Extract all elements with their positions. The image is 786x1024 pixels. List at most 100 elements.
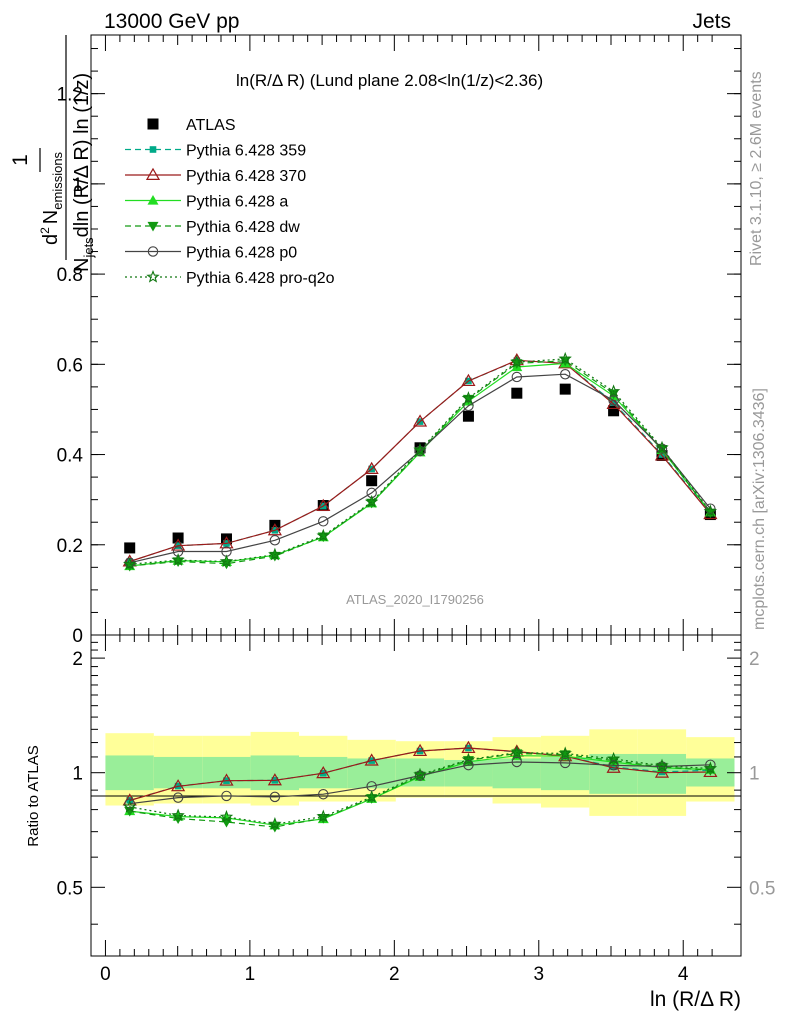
data-point-pq2o <box>655 440 669 454</box>
data-point-pq2o <box>219 554 234 568</box>
legend-label: Pythia 6.428 359 <box>186 143 306 160</box>
ratio-point-pq2o <box>510 745 524 759</box>
ratio-point-pq2o <box>558 746 572 760</box>
ratio-point-pp0 <box>318 788 329 800</box>
legend-marker-p370 <box>145 167 161 180</box>
ratio-series-group <box>122 740 718 833</box>
ratio-y-tick-label: 2 <box>72 649 83 670</box>
series-line-p370 <box>129 359 711 563</box>
ratio-point-p370 <box>461 740 476 754</box>
y-tick-label: 0.8 <box>57 265 83 286</box>
x-tick-label: 3 <box>533 964 544 985</box>
ratio-point-pq2o <box>122 799 137 813</box>
ratio-point-p359 <box>610 763 617 771</box>
ratio-point-p370 <box>316 765 331 779</box>
legend-item-pp0: Pythia 6.428 p0 <box>125 245 297 262</box>
data-point-pq2o <box>268 547 282 561</box>
header-left: 13000 GeV pp <box>104 10 239 33</box>
band-inner-bin <box>105 755 154 791</box>
ratio-point-pq2o <box>703 761 718 775</box>
ratio-point-pq2o <box>268 817 282 830</box>
data-point-p370 <box>316 498 331 511</box>
legend-label: Pythia 6.428 pro-q2o <box>186 270 335 287</box>
ratio-point-pq2o <box>461 752 476 766</box>
y-tick-label: 1 <box>72 175 83 196</box>
legend-marker-pp0 <box>147 246 159 257</box>
ratio-y-tick-label-right: 2 <box>749 649 760 670</box>
data-point-atlas <box>366 475 378 487</box>
ratio-y-axis-label: Ratio to ATLAS <box>25 745 42 846</box>
y-axis-label: 1 d2Nemissions Njetsdln (R/Δ R) ln (1/z) <box>9 35 96 272</box>
ratio-point-pq2o <box>364 790 379 803</box>
legend-marker-pq2o <box>146 269 160 283</box>
series-pq2o <box>123 351 718 570</box>
x-tick-label: 2 <box>389 964 400 985</box>
ratio-point-pp0 <box>559 757 571 769</box>
legend-item-p359: Pythia 6.428 359 <box>125 143 306 160</box>
legend: ATLAS Pythia 6.428 359 Pythia 6.428 370 Pyt… <box>125 117 335 287</box>
data-point-p370 <box>461 373 476 387</box>
data-point-pp0 <box>608 395 619 406</box>
series-p370 <box>122 353 718 567</box>
ratio-point-pp0 <box>414 770 426 781</box>
ratio-line-pp0 <box>129 761 711 805</box>
data-point-p370 <box>219 536 234 549</box>
ratio-point-pp0 <box>269 791 281 803</box>
ratio-point-pp0 <box>221 790 232 802</box>
band-inner-bin <box>540 756 590 791</box>
data-point-atlas <box>124 542 136 554</box>
y-tick-label: 0 <box>72 626 83 647</box>
main-axis-ticks: 0 0.2 0.4 0.6 0.8 1 1.2 <box>57 35 741 647</box>
data-point-p370 <box>171 538 186 551</box>
ratio-point-p370 <box>219 773 234 786</box>
series-atlas <box>124 383 716 554</box>
data-point-p370 <box>412 414 428 427</box>
data-point-pq2o <box>703 504 718 518</box>
data-point-pp0 <box>414 445 426 457</box>
mcplots-info: mcplots.cern.ch [arXiv:1306.3436] <box>751 388 768 630</box>
legend-item-pdw: Pythia 6.428 dw <box>125 219 300 236</box>
ratio-point-p370 <box>606 760 621 773</box>
rivet-info: Rivet 3.1.10, ≥ 2.6M events <box>748 71 765 266</box>
data-point-pq2o <box>364 494 379 508</box>
main-series-group <box>122 351 718 572</box>
ratio-point-pq2o <box>219 809 234 823</box>
ratio-point-p370 <box>171 779 186 792</box>
ratio-point-pp0 <box>463 759 474 771</box>
legend-label: ATLAS <box>186 117 236 134</box>
legend-item-pa: Pythia 6.428 a <box>125 194 288 211</box>
legend-marker-atlas <box>147 118 159 130</box>
legend-item-atlas: ATLAS <box>147 117 236 134</box>
ratio-line-pq2o <box>129 751 711 825</box>
data-point-pp0 <box>656 443 668 454</box>
ratio-point-pdw <box>511 749 523 760</box>
data-point-atlas <box>462 410 474 422</box>
series-pdw <box>124 356 716 572</box>
legend-item-pq2o: Pythia 6.428 pro-q2o <box>125 269 335 287</box>
series-line-p359 <box>129 360 711 563</box>
ratio-y-tick-label-right: 1 <box>749 764 760 785</box>
data-point-p370 <box>364 461 379 474</box>
data-point-pp0 <box>269 535 281 546</box>
series-pp0 <box>124 369 716 569</box>
data-point-pq2o <box>171 553 185 566</box>
data-point-pp0 <box>559 369 571 380</box>
legend-marker-pdw <box>147 221 159 232</box>
ratio-point-pq2o <box>316 809 330 823</box>
ratio-point-pq2o <box>413 767 427 781</box>
y-tick-label: 0.4 <box>57 446 84 467</box>
ratio-point-p370 <box>267 773 282 786</box>
ratio-line-p370 <box>129 747 711 802</box>
data-point-pdw <box>366 498 378 509</box>
data-point-pq2o <box>558 351 572 365</box>
series-p359 <box>126 357 714 565</box>
ratio-point-p370 <box>364 753 379 766</box>
data-point-p370 <box>267 523 282 536</box>
legend-item-p370: Pythia 6.428 370 <box>125 167 306 185</box>
data-point-pq2o <box>413 442 427 456</box>
y-tick-label: 1.2 <box>57 85 83 106</box>
legend-label: Pythia 6.428 p0 <box>186 245 297 262</box>
data-point-pp0 <box>511 371 523 383</box>
legend-marker-pa <box>147 195 159 205</box>
